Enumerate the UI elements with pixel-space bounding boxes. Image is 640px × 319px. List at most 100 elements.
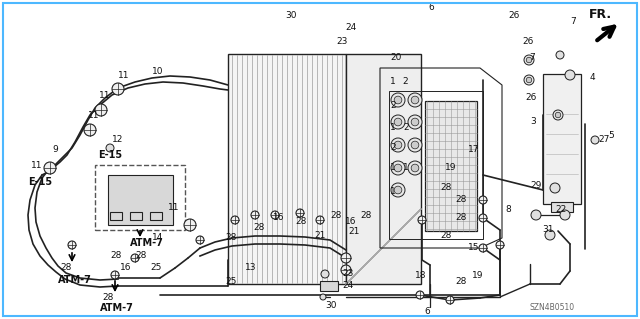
Circle shape bbox=[296, 209, 304, 217]
Text: 28: 28 bbox=[295, 218, 307, 226]
Circle shape bbox=[553, 110, 563, 120]
Circle shape bbox=[196, 236, 204, 244]
Circle shape bbox=[341, 253, 351, 263]
Text: 30: 30 bbox=[285, 11, 296, 19]
Text: 11: 11 bbox=[118, 70, 129, 79]
Text: 11: 11 bbox=[99, 92, 111, 100]
Circle shape bbox=[479, 214, 487, 222]
Bar bbox=[150, 212, 162, 220]
Circle shape bbox=[591, 136, 599, 144]
Circle shape bbox=[556, 51, 564, 59]
Circle shape bbox=[408, 93, 422, 107]
Text: 26: 26 bbox=[508, 11, 520, 19]
Circle shape bbox=[545, 230, 555, 240]
Text: 25: 25 bbox=[150, 263, 161, 271]
Text: 29: 29 bbox=[530, 181, 541, 189]
Circle shape bbox=[411, 141, 419, 149]
Text: ATM-7: ATM-7 bbox=[58, 275, 92, 285]
Text: 4: 4 bbox=[590, 73, 596, 83]
Text: 17: 17 bbox=[468, 145, 479, 154]
Circle shape bbox=[550, 183, 560, 193]
Circle shape bbox=[391, 138, 405, 152]
Text: 28: 28 bbox=[330, 211, 341, 219]
Text: 19: 19 bbox=[445, 164, 456, 173]
Text: 18: 18 bbox=[415, 271, 426, 279]
Circle shape bbox=[391, 115, 405, 129]
Text: 1: 1 bbox=[390, 123, 396, 132]
Text: 23: 23 bbox=[336, 38, 348, 47]
Text: 21: 21 bbox=[348, 227, 360, 236]
Circle shape bbox=[391, 161, 405, 175]
Text: 22: 22 bbox=[555, 205, 566, 214]
Text: 30: 30 bbox=[325, 300, 337, 309]
Circle shape bbox=[416, 291, 424, 299]
Text: 10: 10 bbox=[152, 68, 163, 77]
Circle shape bbox=[320, 294, 326, 300]
Text: 28: 28 bbox=[455, 213, 467, 222]
Text: 28: 28 bbox=[360, 211, 371, 219]
Circle shape bbox=[394, 141, 402, 149]
Text: 5: 5 bbox=[608, 130, 614, 139]
Circle shape bbox=[251, 211, 259, 219]
Text: E-15: E-15 bbox=[28, 177, 52, 187]
Text: 24: 24 bbox=[345, 24, 356, 33]
Circle shape bbox=[391, 93, 405, 107]
Text: 3: 3 bbox=[530, 117, 536, 127]
Text: 28: 28 bbox=[455, 278, 467, 286]
Text: 12: 12 bbox=[112, 136, 124, 145]
Circle shape bbox=[112, 83, 124, 95]
Circle shape bbox=[408, 161, 422, 175]
Text: 7: 7 bbox=[570, 18, 576, 26]
Circle shape bbox=[231, 216, 239, 224]
Circle shape bbox=[111, 271, 119, 279]
Circle shape bbox=[531, 210, 541, 220]
Text: 28: 28 bbox=[225, 234, 236, 242]
Text: 31: 31 bbox=[542, 226, 554, 234]
Text: 2: 2 bbox=[390, 144, 396, 152]
Text: 24: 24 bbox=[342, 281, 353, 291]
Circle shape bbox=[84, 124, 96, 136]
Bar bbox=[108, 175, 173, 225]
Text: 1: 1 bbox=[390, 164, 396, 173]
Text: 27: 27 bbox=[598, 136, 609, 145]
Text: 26: 26 bbox=[522, 38, 533, 47]
Circle shape bbox=[321, 270, 329, 278]
Circle shape bbox=[524, 55, 534, 65]
Text: 2: 2 bbox=[403, 123, 408, 132]
Circle shape bbox=[479, 244, 487, 252]
Circle shape bbox=[184, 219, 196, 231]
Circle shape bbox=[44, 162, 56, 174]
Bar bbox=[425, 101, 477, 231]
Text: 19: 19 bbox=[472, 271, 483, 279]
Text: 14: 14 bbox=[152, 234, 163, 242]
Circle shape bbox=[341, 265, 351, 275]
Text: 16: 16 bbox=[345, 218, 356, 226]
Circle shape bbox=[560, 210, 570, 220]
Bar bbox=[551, 202, 573, 212]
Text: 1: 1 bbox=[403, 164, 409, 173]
Text: 28: 28 bbox=[102, 293, 113, 302]
Text: 28: 28 bbox=[440, 183, 451, 192]
Text: 28: 28 bbox=[455, 196, 467, 204]
Circle shape bbox=[524, 75, 534, 85]
Bar bbox=[95, 165, 185, 230]
Text: 28: 28 bbox=[110, 250, 122, 259]
Text: E-15: E-15 bbox=[98, 150, 122, 160]
Circle shape bbox=[106, 144, 114, 152]
Text: 6: 6 bbox=[424, 307, 430, 315]
Circle shape bbox=[316, 216, 324, 224]
Circle shape bbox=[411, 164, 419, 172]
Circle shape bbox=[526, 77, 532, 83]
Text: 28: 28 bbox=[440, 231, 451, 240]
Text: 7: 7 bbox=[529, 54, 535, 63]
Text: 2: 2 bbox=[390, 100, 396, 109]
Text: 11: 11 bbox=[88, 112, 99, 121]
Circle shape bbox=[408, 115, 422, 129]
Text: 11: 11 bbox=[31, 160, 42, 169]
Circle shape bbox=[394, 118, 402, 126]
Text: 16: 16 bbox=[273, 213, 285, 222]
Circle shape bbox=[526, 57, 532, 63]
Circle shape bbox=[131, 254, 139, 262]
Bar bbox=[130, 212, 142, 220]
Bar bbox=[110, 212, 122, 220]
